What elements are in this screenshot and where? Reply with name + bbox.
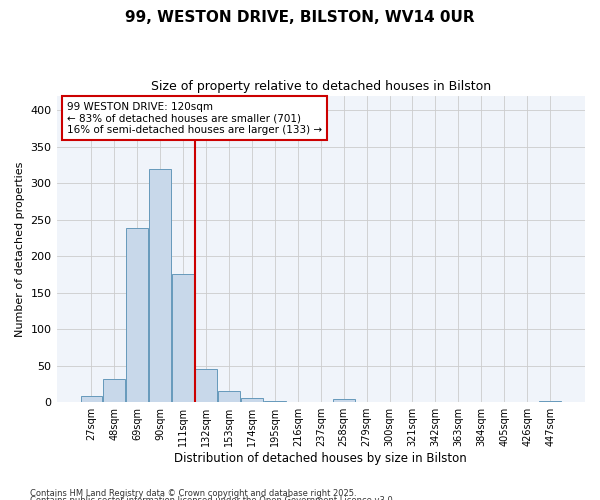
Bar (218, 392, 240, 402)
X-axis label: Distribution of detached houses by size in Bilston: Distribution of detached houses by size … (175, 452, 467, 465)
Bar (333, 400, 355, 402)
Text: 99 WESTON DRIVE: 120sqm
← 83% of detached houses are smaller (701)
16% of semi-d: 99 WESTON DRIVE: 120sqm ← 83% of detache… (67, 102, 322, 135)
Text: 99, WESTON DRIVE, BILSTON, WV14 0UR: 99, WESTON DRIVE, BILSTON, WV14 0UR (125, 10, 475, 25)
Bar (149, 168, 171, 402)
Title: Size of property relative to detached houses in Bilston: Size of property relative to detached ho… (151, 80, 491, 93)
Text: Contains HM Land Registry data © Crown copyright and database right 2025.: Contains HM Land Registry data © Crown c… (30, 488, 356, 498)
Text: Contains public sector information licensed under the Open Government Licence v3: Contains public sector information licen… (30, 496, 395, 500)
Bar (195, 368, 217, 402)
Bar (539, 400, 561, 402)
Bar (127, 228, 148, 402)
Bar (172, 274, 194, 402)
Bar (241, 398, 263, 402)
Bar (80, 396, 103, 402)
Y-axis label: Number of detached properties: Number of detached properties (15, 161, 25, 336)
Bar (103, 379, 125, 402)
Bar (264, 400, 286, 402)
